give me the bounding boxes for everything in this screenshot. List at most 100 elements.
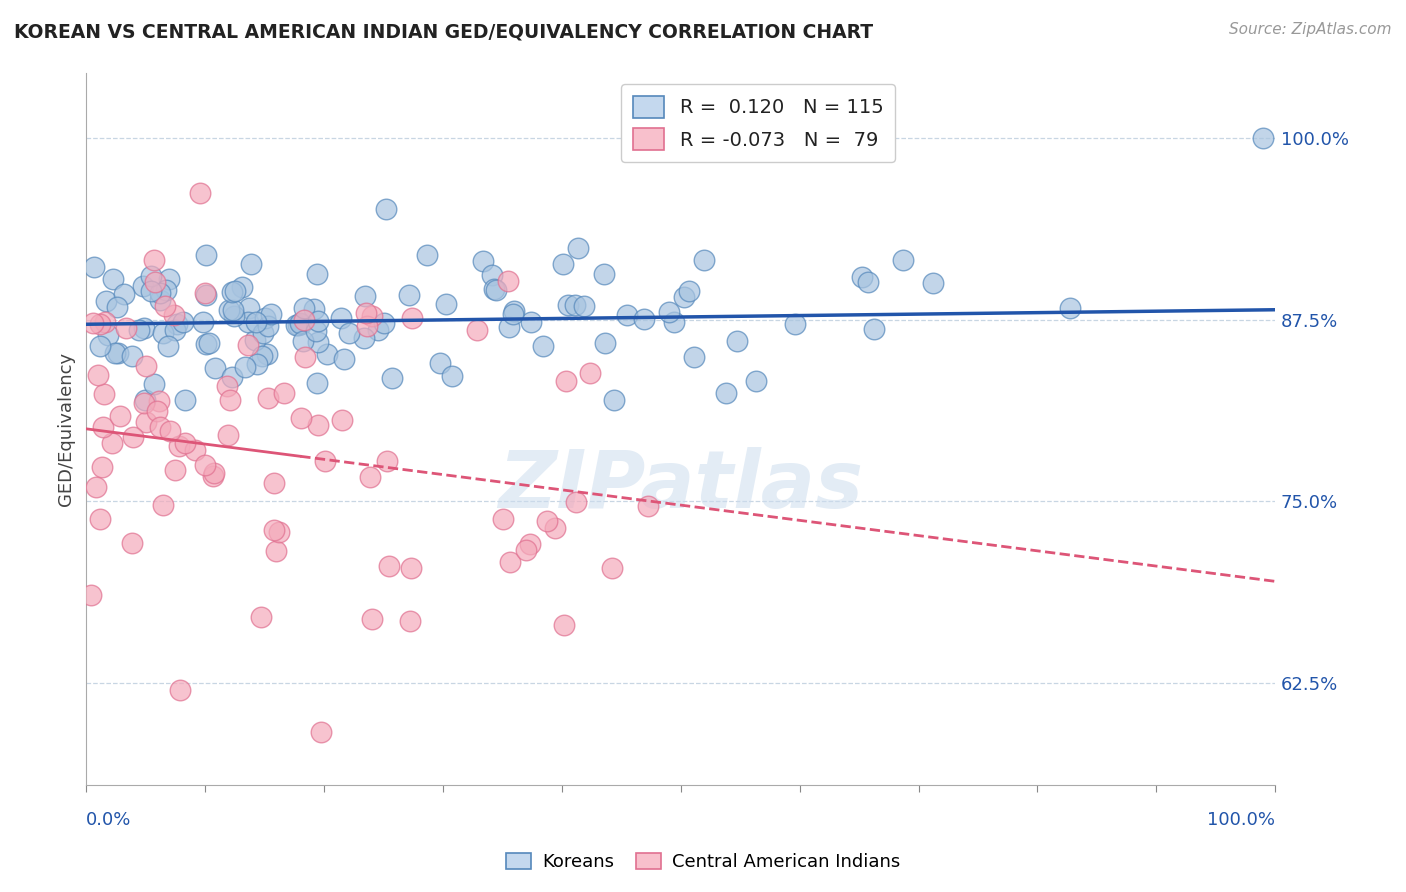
Point <box>891 253 914 268</box>
Point <box>194 458 217 472</box>
Point <box>375 202 398 217</box>
Point <box>173 392 195 407</box>
Point <box>254 310 277 325</box>
Point <box>429 356 451 370</box>
Point <box>305 324 328 338</box>
Point <box>97 328 120 343</box>
Point <box>222 302 245 317</box>
Point <box>191 315 214 329</box>
Point <box>662 315 685 329</box>
Text: Source: ZipAtlas.com: Source: ZipAtlas.com <box>1229 22 1392 37</box>
Point <box>249 610 271 624</box>
Point <box>149 293 172 307</box>
Point <box>173 435 195 450</box>
Point <box>496 274 519 288</box>
Point <box>330 413 353 427</box>
Point <box>149 420 172 434</box>
Point <box>163 463 186 477</box>
Point <box>287 318 309 332</box>
Point <box>305 376 328 390</box>
Point <box>153 299 176 313</box>
Point <box>361 612 384 626</box>
Point <box>250 349 273 363</box>
Text: 0.0%: 0.0% <box>86 811 132 829</box>
Point <box>553 618 575 632</box>
Point <box>294 313 316 327</box>
Point <box>378 559 401 574</box>
Point <box>316 347 339 361</box>
Point <box>257 391 280 405</box>
Point <box>156 339 179 353</box>
Point <box>481 268 503 282</box>
Point <box>188 186 211 201</box>
Point <box>564 298 586 312</box>
Point <box>359 470 381 484</box>
Point <box>134 321 156 335</box>
Point <box>637 499 659 513</box>
Point <box>139 284 162 298</box>
Point <box>440 368 463 383</box>
Point <box>354 289 377 303</box>
Point <box>218 303 240 318</box>
Point <box>128 323 150 337</box>
Point <box>536 514 558 528</box>
Point <box>260 307 283 321</box>
Point <box>416 248 439 262</box>
Point <box>236 338 259 352</box>
Point <box>148 393 170 408</box>
Point <box>515 542 537 557</box>
Point <box>263 523 285 537</box>
Point <box>565 495 588 509</box>
Point <box>131 278 153 293</box>
Point <box>194 286 217 301</box>
Text: KOREAN VS CENTRAL AMERICAN INDIAN GED/EQUIVALENCY CORRELATION CHART: KOREAN VS CENTRAL AMERICAN INDIAN GED/EQ… <box>14 22 873 41</box>
Point <box>107 346 129 360</box>
Point <box>245 315 267 329</box>
Point <box>311 724 333 739</box>
Point <box>672 290 695 304</box>
Point <box>243 333 266 347</box>
Point <box>87 368 110 383</box>
Point <box>356 319 378 334</box>
Point <box>294 350 316 364</box>
Point <box>101 436 124 450</box>
Point <box>863 321 886 335</box>
Point <box>533 339 555 353</box>
Point <box>159 424 181 438</box>
Point <box>693 253 716 268</box>
Point <box>91 420 114 434</box>
Point <box>204 361 226 376</box>
Point <box>152 326 174 341</box>
Point <box>143 252 166 267</box>
Point <box>498 320 520 334</box>
Point <box>567 241 589 255</box>
Point <box>134 395 156 409</box>
Point <box>502 306 524 320</box>
Point <box>714 386 737 401</box>
Point <box>257 319 280 334</box>
Point <box>682 351 704 365</box>
Point <box>269 525 291 540</box>
Point <box>263 476 285 491</box>
Point <box>572 299 595 313</box>
Point <box>194 248 217 262</box>
Point <box>290 317 312 331</box>
Point <box>498 555 520 569</box>
Point <box>288 316 311 330</box>
Point <box>221 370 243 384</box>
Point <box>198 335 221 350</box>
Point <box>856 275 879 289</box>
Point <box>184 443 207 458</box>
Point <box>155 283 177 297</box>
Point <box>354 306 377 320</box>
Point <box>333 351 356 366</box>
Point <box>217 379 239 393</box>
Point <box>273 386 295 401</box>
Point <box>146 404 169 418</box>
Point <box>375 454 398 468</box>
Point <box>219 393 242 408</box>
Point <box>152 498 174 512</box>
Point <box>101 272 124 286</box>
Point <box>166 317 188 331</box>
Point <box>600 560 623 574</box>
